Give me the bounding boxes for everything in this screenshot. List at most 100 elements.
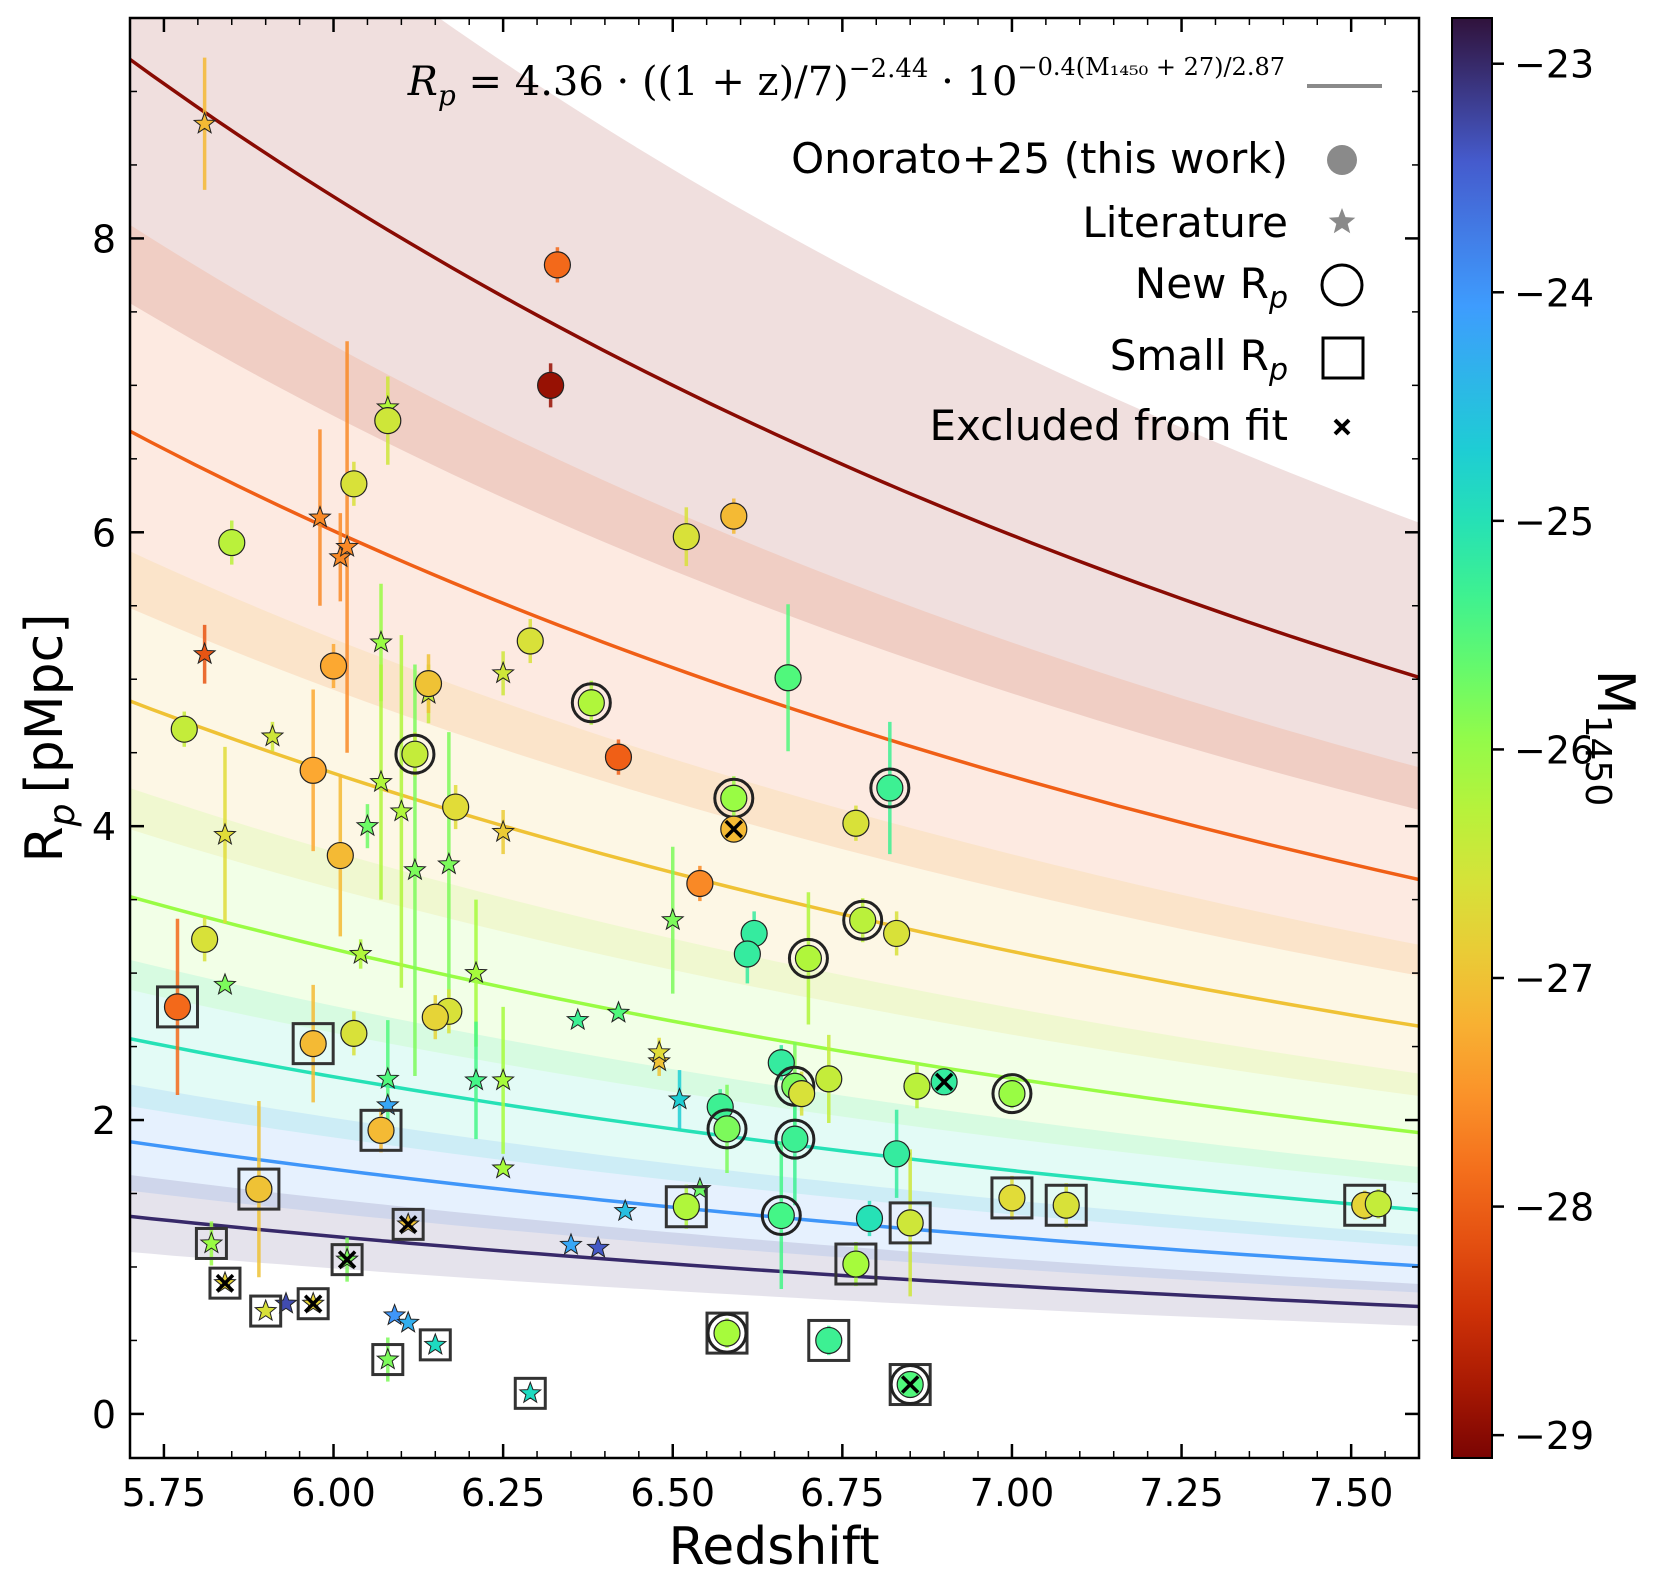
- small-rp-square: [194, 1226, 228, 1260]
- fit-band: [130, 224, 1419, 976]
- legend-ring-marker: [1320, 263, 1364, 307]
- onorato-point: [767, 1201, 795, 1230]
- onorato-point: [374, 407, 402, 435]
- y-tick-label: 2: [92, 1099, 116, 1143]
- onorato-point: [998, 1079, 1026, 1108]
- onorato-point: [686, 869, 714, 898]
- new-rp-ring: [706, 1108, 748, 1150]
- fit-curve: [130, 1214, 1419, 1309]
- onorato-point: [883, 1140, 911, 1168]
- new-rp-ring: [760, 1195, 802, 1237]
- onorato-point: [1364, 1190, 1392, 1218]
- legend-square-marker: [1321, 336, 1365, 380]
- excluded-x: [724, 819, 744, 839]
- onorato-point: [604, 743, 633, 771]
- onorato-point: [672, 523, 700, 551]
- x-tick-label: 6.50: [630, 1471, 715, 1515]
- excluded-x: [303, 1294, 323, 1313]
- literature-point: [423, 1332, 448, 1355]
- colorbar-title: M1450: [1577, 670, 1645, 807]
- colorbar-gradient: [1451, 17, 1493, 1459]
- fit-band: [130, 18, 1419, 810]
- x-tick-label: 6.00: [291, 1471, 376, 1515]
- onorato-point: [713, 1319, 741, 1347]
- legend-x-marker: [1333, 418, 1351, 436]
- onorato-point: [319, 652, 348, 680]
- fit-band: [130, 551, 1419, 1096]
- onorato-point: [788, 1079, 816, 1108]
- literature-point: [389, 799, 414, 822]
- onorato-point: [733, 940, 761, 968]
- onorato-point: [340, 1019, 368, 1047]
- colorbar-tick-label: −25: [1514, 500, 1594, 544]
- y-tick-label: 8: [92, 217, 116, 261]
- x-tick-label: 7.00: [970, 1471, 1055, 1515]
- data-points: [155, 111, 1392, 1410]
- literature-point: [253, 1298, 278, 1322]
- new-rp-ring: [774, 1118, 816, 1160]
- x-tick-label: 7.50: [1309, 1471, 1394, 1515]
- fit-curve: [130, 1036, 1419, 1212]
- excluded-x: [337, 1250, 357, 1269]
- colorbar-tick-label: −28: [1514, 1186, 1594, 1230]
- literature-point: [647, 1039, 671, 1063]
- literature-point: [213, 972, 237, 995]
- onorato-point: [883, 919, 911, 948]
- literature-point: [274, 1291, 298, 1314]
- colorbar: −23 −24 −25 −26 −27 −28 −29 M1450: [1451, 17, 1645, 1459]
- new-rp-ring: [889, 1364, 931, 1406]
- onorato-point: [903, 1072, 931, 1100]
- literature-point: [375, 1066, 400, 1089]
- small-rp-square: [359, 1108, 403, 1152]
- colorbar-tick-label: −23: [1514, 43, 1594, 87]
- literature-point: [403, 857, 427, 881]
- fit-curve: [130, 895, 1419, 1135]
- legend-label-literature: Literature: [1082, 198, 1288, 247]
- y-tick-label: 0: [92, 1393, 116, 1437]
- literature-point: [647, 1048, 671, 1072]
- x-tick-label: 5.75: [122, 1471, 207, 1515]
- onorato-point: [849, 906, 877, 934]
- small-rp-square: [1044, 1183, 1088, 1227]
- legend-label-small-rp: Small Rp: [1110, 331, 1288, 388]
- onorato-point: [815, 1065, 843, 1093]
- new-rp-ring: [787, 937, 829, 979]
- literature-point: [348, 941, 373, 965]
- literature-point: [491, 1156, 515, 1179]
- onorato-point: [191, 925, 219, 953]
- onorato-point: [876, 774, 904, 802]
- onorato-point: [401, 740, 429, 768]
- legend-label-excluded: Excluded from fit: [929, 401, 1288, 450]
- y-axis-title: Rp[pMpc]: [15, 613, 83, 862]
- legend-star-marker: [1328, 208, 1356, 234]
- literature-point: [355, 813, 380, 837]
- small-rp-square: [888, 1201, 932, 1245]
- onorato-point: [218, 528, 246, 557]
- onorato-point: [516, 627, 544, 655]
- literature-point: [369, 630, 393, 653]
- new-rp-ring: [570, 682, 612, 724]
- onorato-point: [998, 1184, 1026, 1212]
- literature-point: [518, 1380, 543, 1404]
- literature-point: [667, 1087, 692, 1110]
- colorbar-ticks: −23 −24 −25 −26 −27 −28 −29: [1492, 43, 1594, 1458]
- onorato-point: [815, 1326, 843, 1355]
- colorbar-tick-label: −26: [1514, 728, 1594, 772]
- literature-point: [192, 641, 217, 665]
- new-rp-ring: [842, 899, 884, 941]
- legend-circle-marker: [1327, 145, 1357, 175]
- small-rp-square: [371, 1343, 405, 1377]
- new-rp-ring: [991, 1073, 1033, 1115]
- literature-point: [396, 1310, 420, 1333]
- small-rp-square: [155, 985, 199, 1029]
- literature-point: [565, 1007, 590, 1031]
- literature-point: [437, 851, 461, 875]
- small-rp-square: [291, 1022, 335, 1066]
- small-rp-square: [513, 1376, 547, 1410]
- literature-point: [491, 819, 515, 843]
- new-rp-ring: [869, 767, 911, 809]
- literature-point: [613, 1198, 638, 1222]
- new-rp-ring: [706, 1312, 748, 1354]
- onorato-point: [781, 1125, 809, 1153]
- literature-point: [199, 1231, 224, 1254]
